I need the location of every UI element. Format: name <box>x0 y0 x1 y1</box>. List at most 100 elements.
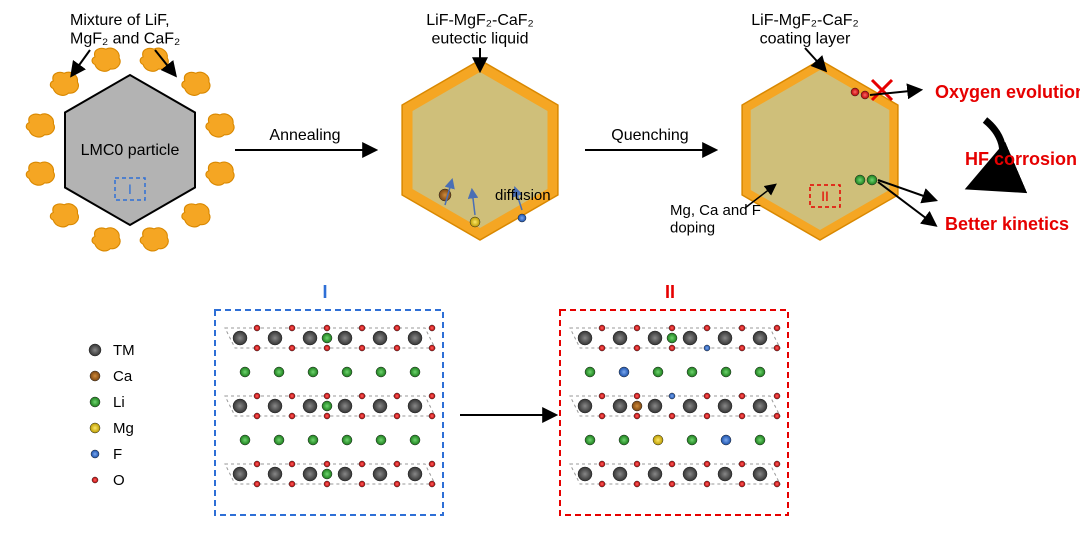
tm <box>373 467 387 481</box>
li-site <box>687 367 697 377</box>
o <box>254 481 260 487</box>
o <box>774 325 780 331</box>
o <box>254 325 260 331</box>
li-site <box>342 435 352 445</box>
legend-label-F: F <box>113 446 122 463</box>
fluoride-blob <box>92 228 120 251</box>
tm <box>303 467 317 481</box>
o <box>669 325 675 331</box>
o <box>634 481 640 487</box>
o <box>599 461 605 467</box>
o <box>429 345 435 351</box>
tm <box>268 331 282 345</box>
o <box>324 413 330 419</box>
li <box>322 333 332 343</box>
li-site <box>274 435 284 445</box>
f-atom <box>518 214 526 222</box>
o <box>599 325 605 331</box>
o <box>394 393 400 399</box>
fluoride-blob <box>182 204 210 227</box>
diagram: LMC0 particleIMixture of LiF,MgF₂ and Ca… <box>0 0 1080 558</box>
tm <box>578 467 592 481</box>
o <box>324 345 330 351</box>
fluoride-blob <box>26 114 54 137</box>
fluoride-blob <box>50 72 78 95</box>
oxygen-label: Oxygen evolution <box>935 82 1080 102</box>
o <box>669 345 675 351</box>
legend-Li <box>90 397 100 407</box>
o <box>254 413 260 419</box>
tm <box>233 331 247 345</box>
legend-F <box>91 450 99 458</box>
li-site <box>410 367 420 377</box>
tm <box>718 399 732 413</box>
tm <box>233 399 247 413</box>
o <box>739 393 745 399</box>
fluoride-blob <box>26 162 54 185</box>
o <box>739 413 745 419</box>
eutectic-label: LiF-MgF₂-CaF₂eutectic liquid <box>426 12 534 47</box>
o <box>669 461 675 467</box>
li-site <box>721 367 731 377</box>
ca <box>632 401 642 411</box>
panel-label-II: II <box>665 282 675 302</box>
tm <box>408 399 422 413</box>
o <box>739 345 745 351</box>
li-site <box>619 435 629 445</box>
o <box>739 325 745 331</box>
o <box>289 393 295 399</box>
o <box>289 325 295 331</box>
tm <box>718 467 732 481</box>
annealing-label: Annealing <box>269 127 340 144</box>
legend-label-TM: TM <box>113 342 135 359</box>
tm <box>578 399 592 413</box>
o <box>599 393 605 399</box>
o <box>704 325 710 331</box>
tm <box>613 331 627 345</box>
o <box>704 413 710 419</box>
tm <box>648 467 662 481</box>
o <box>324 325 330 331</box>
o <box>774 413 780 419</box>
o <box>394 481 400 487</box>
li-site <box>585 435 595 445</box>
o <box>599 481 605 487</box>
o <box>704 345 710 351</box>
o <box>704 481 710 487</box>
o <box>739 461 745 467</box>
li <box>667 333 677 343</box>
o <box>429 393 435 399</box>
tm <box>753 331 767 345</box>
li <box>322 469 332 479</box>
tm <box>648 399 662 413</box>
o <box>254 393 260 399</box>
tm <box>683 467 697 481</box>
o <box>289 481 295 487</box>
o <box>669 413 675 419</box>
o-atom <box>861 91 869 99</box>
tm <box>683 399 697 413</box>
legend-O <box>92 477 98 483</box>
o <box>704 393 710 399</box>
mixture-label: Mixture of LiF,MgF₂ and CaF₂ <box>70 12 180 47</box>
fluoride-blob <box>206 162 234 185</box>
region-II-label: II <box>821 188 829 204</box>
legend-label-Ca: Ca <box>113 368 133 385</box>
o <box>324 481 330 487</box>
li-site <box>274 367 284 377</box>
legend-Ca <box>90 371 100 381</box>
o <box>634 393 640 399</box>
diffusion-label: diffusion <box>495 187 551 204</box>
o <box>669 481 675 487</box>
o <box>394 413 400 419</box>
o <box>634 325 640 331</box>
tm <box>373 331 387 345</box>
o <box>289 345 295 351</box>
li-site <box>653 367 663 377</box>
kinetics-label: Better kinetics <box>945 214 1069 234</box>
o <box>774 461 780 467</box>
o <box>634 413 640 419</box>
o <box>704 461 710 467</box>
tm <box>303 399 317 413</box>
o <box>634 345 640 351</box>
